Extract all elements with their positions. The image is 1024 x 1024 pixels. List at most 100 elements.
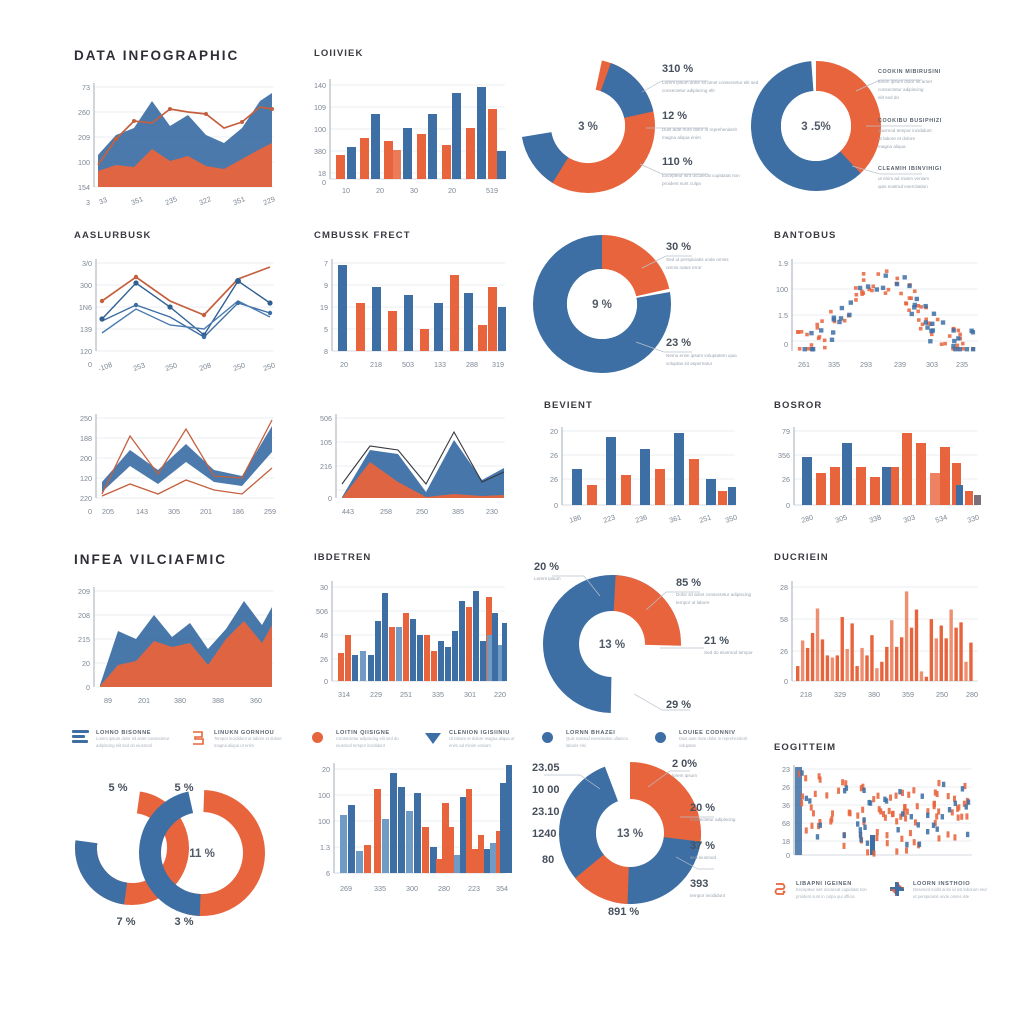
svg-text:534: 534 <box>934 512 948 524</box>
svg-text:100: 100 <box>776 285 788 294</box>
svg-text:229: 229 <box>262 194 276 207</box>
bar-chart-18: 20 100 100 1.3 6 269 335 300 280 223 354 <box>300 753 522 913</box>
scatter-chart-20: 23 26 36 68 18 0 <box>760 759 990 871</box>
svg-text:quis nostrud exercitation: quis nostrud exercitation <box>878 184 928 189</box>
legend-item[interactable]: LINUKN GORNHOU Tempor incididunt ut labo… <box>190 730 292 749</box>
chart-title-16: DUCRIEIN <box>774 552 829 563</box>
legend-body: Duis aute irure dolor in reprehenderit v… <box>679 736 748 748</box>
chart-cell-1: DATA INFOGRAPHIC 73 260 209 100 154 <box>60 48 292 230</box>
svg-text:1N6: 1N6 <box>79 303 92 312</box>
legend-item[interactable]: CLENION IGISIINIU Ut labore et dolore ma… <box>425 730 522 749</box>
svg-text:258: 258 <box>380 507 392 516</box>
chart-title-20: EOGITTEIM <box>774 742 837 753</box>
shape-icon-orange <box>772 881 790 899</box>
svg-text:209: 209 <box>78 133 90 142</box>
legend-body: Ut labore et dolore magna aliqua ut enim… <box>449 736 515 748</box>
legend-item[interactable]: LOORN INSTHOIO Deserunt mollit anim id e… <box>889 881 990 900</box>
svg-text:73: 73 <box>82 83 90 92</box>
legend-title: LORNN BHAZEI <box>566 730 616 736</box>
svg-text:89: 89 <box>104 696 112 705</box>
svg-text:23: 23 <box>782 765 790 774</box>
donut-callout-body-3a: Lorem ipsum dolor sit amet consectetur e… <box>662 80 759 85</box>
svg-text:48: 48 <box>320 631 328 640</box>
svg-text:300: 300 <box>80 281 92 290</box>
dot-icon-blue <box>655 730 673 748</box>
donut-callout-pct-7a: 30 % <box>666 241 691 253</box>
donut-callout-body-15a: Lorem ipsum <box>534 576 561 581</box>
donut-center-label-15: 13 % <box>599 639 625 651</box>
legend-item[interactable]: LOITIN QIISIGNE Consectetur adipiscing e… <box>312 730 409 749</box>
scatter-chart-8: 1.9 100 1.5 0 261 335 293 239 303 235 <box>760 247 990 383</box>
legend-item[interactable]: LORNN BHAZEI Quis nostrud exercitation u… <box>542 730 639 749</box>
cross-icon <box>889 881 907 899</box>
donut-callout-title-4b: COOKIBU BUSIPHIZI <box>878 118 942 124</box>
svg-text:omnis natus error: omnis natus error <box>666 265 702 270</box>
svg-text:330: 330 <box>966 512 980 524</box>
donut-chart-15: 13 % 20 % Lorem ipsum 85 % Dolor sit ame… <box>530 552 753 730</box>
chart-grid: DATA INFOGRAPHIC 73 260 209 100 154 <box>60 48 994 970</box>
donut-chart-3: 3 % 310 % Lorem ipsum dolor sit amet con… <box>521 48 759 208</box>
svg-text:120: 120 <box>80 474 92 483</box>
svg-text:voluptas sit aspernatur: voluptas sit aspernatur <box>666 361 713 366</box>
donut-chart-19: 13 % 23.05 10 00 23.10 1240 80 2 0% 20 %… <box>530 753 752 923</box>
svg-text:consectetur adipiscing elit: consectetur adipiscing elit <box>662 88 715 93</box>
legend-title: LOUIEE CODNNIV <box>679 730 736 736</box>
svg-text:20: 20 <box>322 765 330 774</box>
donut-center-label-17: 11 % <box>189 848 215 860</box>
svg-text:sed eiusmod: sed eiusmod <box>690 855 716 860</box>
donut-center-label-4: 3 .5% <box>801 121 830 133</box>
svg-text:ut labore et dolore: ut labore et dolore <box>878 136 915 141</box>
svg-text:10: 10 <box>342 186 350 195</box>
chart-cell-15: 13 % 20 % Lorem ipsum 85 % Dolor sit ame… <box>530 552 753 730</box>
double-donut-17: 11 % 5 % 5 % 7 % 3 % <box>60 753 292 933</box>
svg-text:388: 388 <box>212 696 224 705</box>
svg-text:68: 68 <box>782 819 790 828</box>
donut-callout-body-15b: Dolor sit amet consectetur adipiscing <box>676 592 752 597</box>
legend-item[interactable]: LIBAPNI IGEINEN Excepteur sint occaecat … <box>772 881 873 900</box>
svg-text:380: 380 <box>314 147 326 156</box>
svg-text:elit sed do: elit sed do <box>878 95 899 100</box>
donut-left-label-19d: 1240 <box>532 828 556 840</box>
svg-text:7: 7 <box>324 259 328 268</box>
svg-text:303: 303 <box>902 512 916 524</box>
svg-text:0: 0 <box>324 677 328 686</box>
svg-text:230: 230 <box>486 507 498 516</box>
svg-text:338: 338 <box>868 512 882 524</box>
svg-text:322: 322 <box>198 194 212 207</box>
svg-text:506: 506 <box>316 607 328 616</box>
donut-callout-body-7b: Nemo enim ipsam voluptatem quia <box>666 353 737 358</box>
svg-text:58: 58 <box>780 615 788 624</box>
svg-text:250: 250 <box>262 360 276 373</box>
donut-label-17b: 5 % <box>175 782 194 794</box>
svg-text:351: 351 <box>232 194 246 207</box>
svg-text:300: 300 <box>406 884 418 893</box>
donut-center-label-3: 3 % <box>578 121 598 133</box>
svg-text:239: 239 <box>894 360 906 369</box>
svg-text:319: 319 <box>492 360 504 369</box>
svg-text:208: 208 <box>78 611 90 620</box>
svg-text:293: 293 <box>860 360 872 369</box>
legend-title: LINUKN GORNHOU <box>214 730 275 736</box>
svg-text:188: 188 <box>80 434 92 443</box>
svg-text:magna aliqua enim: magna aliqua enim <box>662 135 701 140</box>
donut-callout-pct-7b: 23 % <box>666 337 691 349</box>
svg-text:335: 335 <box>374 884 386 893</box>
chart-cell-9: 250 188 200 120 220 0 205 143 305 201 186 259 <box>60 400 292 552</box>
legend-item[interactable]: LOUIEE CODNNIV Duis aute irure dolor in … <box>655 730 752 749</box>
svg-text:18: 18 <box>318 169 326 178</box>
svg-text:380: 380 <box>868 690 880 699</box>
svg-text:305: 305 <box>834 512 848 524</box>
svg-text:proident sunt culpa: proident sunt culpa <box>662 181 701 186</box>
svg-text:lorem ipsum: lorem ipsum <box>672 773 697 778</box>
svg-text:443: 443 <box>342 507 354 516</box>
svg-text:201: 201 <box>138 696 150 705</box>
svg-text:201: 201 <box>200 507 212 516</box>
svg-text:361: 361 <box>668 512 682 524</box>
area-chart-1: 73 260 209 100 154 3 33 351 235 322 351 229 <box>60 73 292 213</box>
legend-title: LIBAPNI IGEINEN <box>796 881 852 887</box>
svg-text:3: 3 <box>86 198 90 207</box>
svg-text:250: 250 <box>164 360 178 373</box>
donut-callout-pct-3a: 310 % <box>662 63 693 75</box>
legend-item[interactable]: LOHNO BISONNE Lorem ipsum dolor sit amet… <box>72 730 174 749</box>
legend-body: Quis nostrud exercitation ullamco labori… <box>566 736 628 748</box>
